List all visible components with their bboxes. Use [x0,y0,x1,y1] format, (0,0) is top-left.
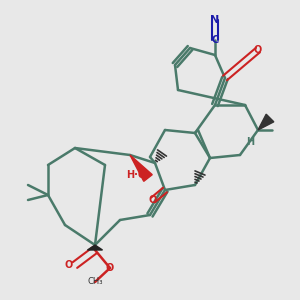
Text: N: N [210,15,220,25]
Text: C: C [212,35,219,45]
Text: CH₃: CH₃ [87,278,103,286]
Polygon shape [130,155,152,181]
Text: O: O [106,263,114,273]
Text: O: O [65,260,73,270]
Polygon shape [258,114,274,130]
Text: H·O: H·O [126,170,146,180]
Text: O: O [254,45,262,55]
Text: O: O [149,195,157,205]
Polygon shape [88,245,103,250]
Text: H: H [246,137,254,147]
